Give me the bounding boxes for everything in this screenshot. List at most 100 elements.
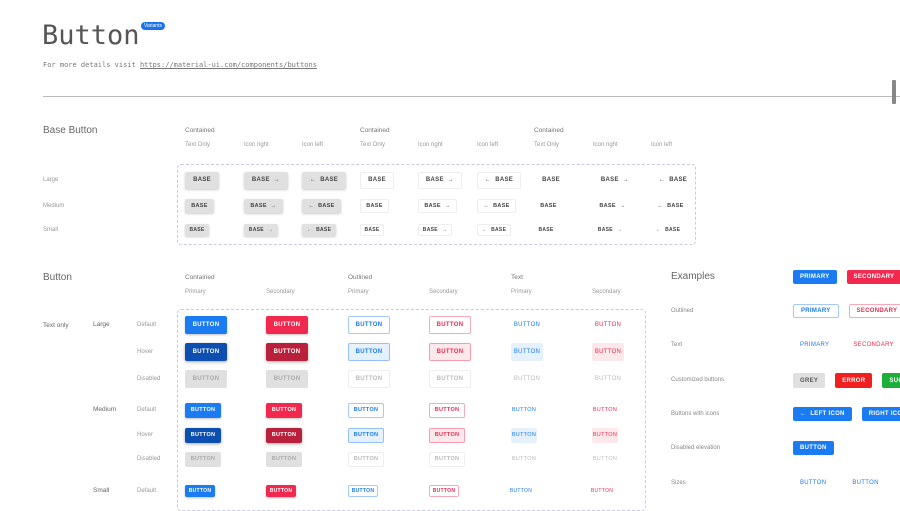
base-button[interactable]: ← BASE [477,224,511,236]
outlined-primary-button[interactable]: BUTTON [348,316,390,334]
contained-primary-button[interactable]: BUTTON [185,402,221,418]
example-button[interactable]: BUTTON [845,476,885,490]
outlined-primary-button[interactable]: BUTTON [348,427,384,443]
example-button[interactable]: SECONDARY [846,270,900,284]
outlined-primary-button[interactable]: BUTTON [348,485,378,497]
base-button[interactable]: BASE → [418,199,457,213]
button-column-label: Primary [185,289,206,295]
text-primary-button[interactable]: BUTTON [511,427,537,443]
outlined-secondary-button[interactable]: BUTTON [429,343,471,361]
base-button[interactable]: ← BASE [651,224,685,236]
text-primary-button[interactable]: BUTTON [511,343,543,361]
outlined-secondary-button[interactable]: BUTTON [429,451,465,467]
docs-link[interactable]: https://material-ui.com/components/butto… [139,61,317,69]
example-button[interactable]: SUCCES [882,373,900,388]
example-button[interactable]: BUTTON [793,441,834,455]
text-secondary-button[interactable]: BUTTON [592,407,618,413]
base-button[interactable]: BASE → [593,224,627,236]
base-button[interactable]: BASE [534,199,563,213]
example-button[interactable]: BUTTON [793,476,833,490]
text-primary-button[interactable]: BUTTON [513,322,541,328]
text-secondary-button[interactable]: BUTTON [592,456,618,462]
scrollbar-thumb[interactable] [892,80,896,104]
base-button[interactable]: BASE → [418,224,452,236]
base-button[interactable]: BASE → [244,199,283,213]
base-button[interactable]: BASE [360,171,394,189]
base-button[interactable]: ← BASE [302,171,346,189]
base-button[interactable]: BASE [185,224,209,236]
contained-secondary-button[interactable]: BUTTON [266,485,296,497]
outlined-primary-button[interactable]: BUTTON [348,402,384,418]
example-row-label: Buttons with icons [671,411,720,417]
page-title: Button [42,20,140,51]
contained-secondary-button[interactable]: BUTTON [266,402,302,418]
text-primary-button[interactable]: BUTTON [509,488,533,494]
contained-primary-button[interactable]: BUTTON [185,316,227,334]
base-button[interactable]: ← BASE [651,172,695,189]
contained-secondary-button[interactable]: BUTTON [266,316,308,334]
button-label: BASE [248,227,264,233]
text-secondary-button[interactable]: BUTTON [594,322,622,328]
button-label: SECONDARY [853,274,895,280]
base-button[interactable]: ← BASE [302,199,341,213]
outlined-secondary-button[interactable]: BUTTON [429,316,471,334]
text-primary-button[interactable]: BUTTON [511,407,537,413]
contained-primary-button[interactable]: BUTTON [185,485,215,497]
base-button[interactable]: BASE → [244,224,278,236]
outlined-secondary-button[interactable]: BUTTON [429,485,459,497]
text-secondary-button[interactable]: BUTTON [590,488,614,494]
base-button[interactable]: BASE → [593,172,637,189]
example-button[interactable]: PRIMARY [793,338,836,352]
base-column-label: Icon right [593,142,618,148]
contained-secondary-button[interactable]: BUTTON [266,343,308,361]
outlined-primary-button[interactable]: BUTTON [348,370,390,388]
example-button[interactable]: ERROR [835,373,873,388]
outlined-primary-button[interactable]: BUTTON [348,343,390,361]
text-secondary-button[interactable]: BUTTON [592,427,618,443]
text-secondary-button[interactable]: BUTTON [594,376,622,382]
contained-primary-button[interactable]: BUTTON [185,451,221,467]
text-primary-button[interactable]: BUTTON [513,376,541,382]
arrow-right-icon: → [441,227,448,233]
contained-primary-button[interactable]: BUTTON [185,370,227,388]
base-button[interactable]: ← BASE [477,171,521,189]
base-button[interactable]: BASE [185,199,214,213]
base-button[interactable]: BASE [185,171,219,189]
base-button[interactable]: BASE [360,199,389,213]
base-button[interactable]: ← BASE [302,224,336,236]
base-column-label: Icon left [477,142,499,148]
button-column-label: Primary [348,289,369,295]
base-button[interactable]: BASE → [593,199,632,213]
base-button[interactable]: ← BASE [477,199,516,213]
example-button[interactable]: ← LEFT ICON [793,407,852,421]
base-button[interactable]: ← BASE [651,199,690,213]
base-column-label: Icon right [418,142,443,148]
example-button[interactable]: RIGHT ICON→ [861,407,900,421]
button-group-text: Text [511,274,523,281]
base-button[interactable]: BASE → [244,171,288,189]
base-button[interactable]: BASE [534,172,568,189]
outlined-primary-button[interactable]: BUTTON [348,451,384,467]
contained-secondary-button[interactable]: BUTTON [266,451,302,467]
contained-secondary-button[interactable]: BUTTON [266,427,302,443]
contained-primary-button[interactable]: BUTTON [185,427,221,443]
button-section-title: Button [43,272,72,283]
outlined-secondary-button[interactable]: BUTTON [429,427,465,443]
contained-secondary-button[interactable]: BUTTON [266,370,308,388]
base-button[interactable]: BASE → [418,171,462,189]
button-column-label: Primary [511,289,532,295]
button-label: BASE [364,227,380,233]
example-button[interactable]: PRIMARY [793,304,839,318]
example-button[interactable]: GREY [793,373,826,388]
outlined-secondary-button[interactable]: BUTTON [429,370,471,388]
button-grid-frame [177,309,646,511]
example-button[interactable]: PRIMARY [793,270,837,284]
text-primary-button[interactable]: BUTTON [511,456,537,462]
example-button[interactable]: SECONDARY [848,304,900,318]
base-button[interactable]: BASE [360,224,384,236]
contained-primary-button[interactable]: BUTTON [185,343,227,361]
text-secondary-button[interactable]: BUTTON [592,343,624,361]
base-button[interactable]: BASE [534,224,558,236]
example-button[interactable]: SECONDARY [846,338,900,352]
outlined-secondary-button[interactable]: BUTTON [429,402,465,418]
